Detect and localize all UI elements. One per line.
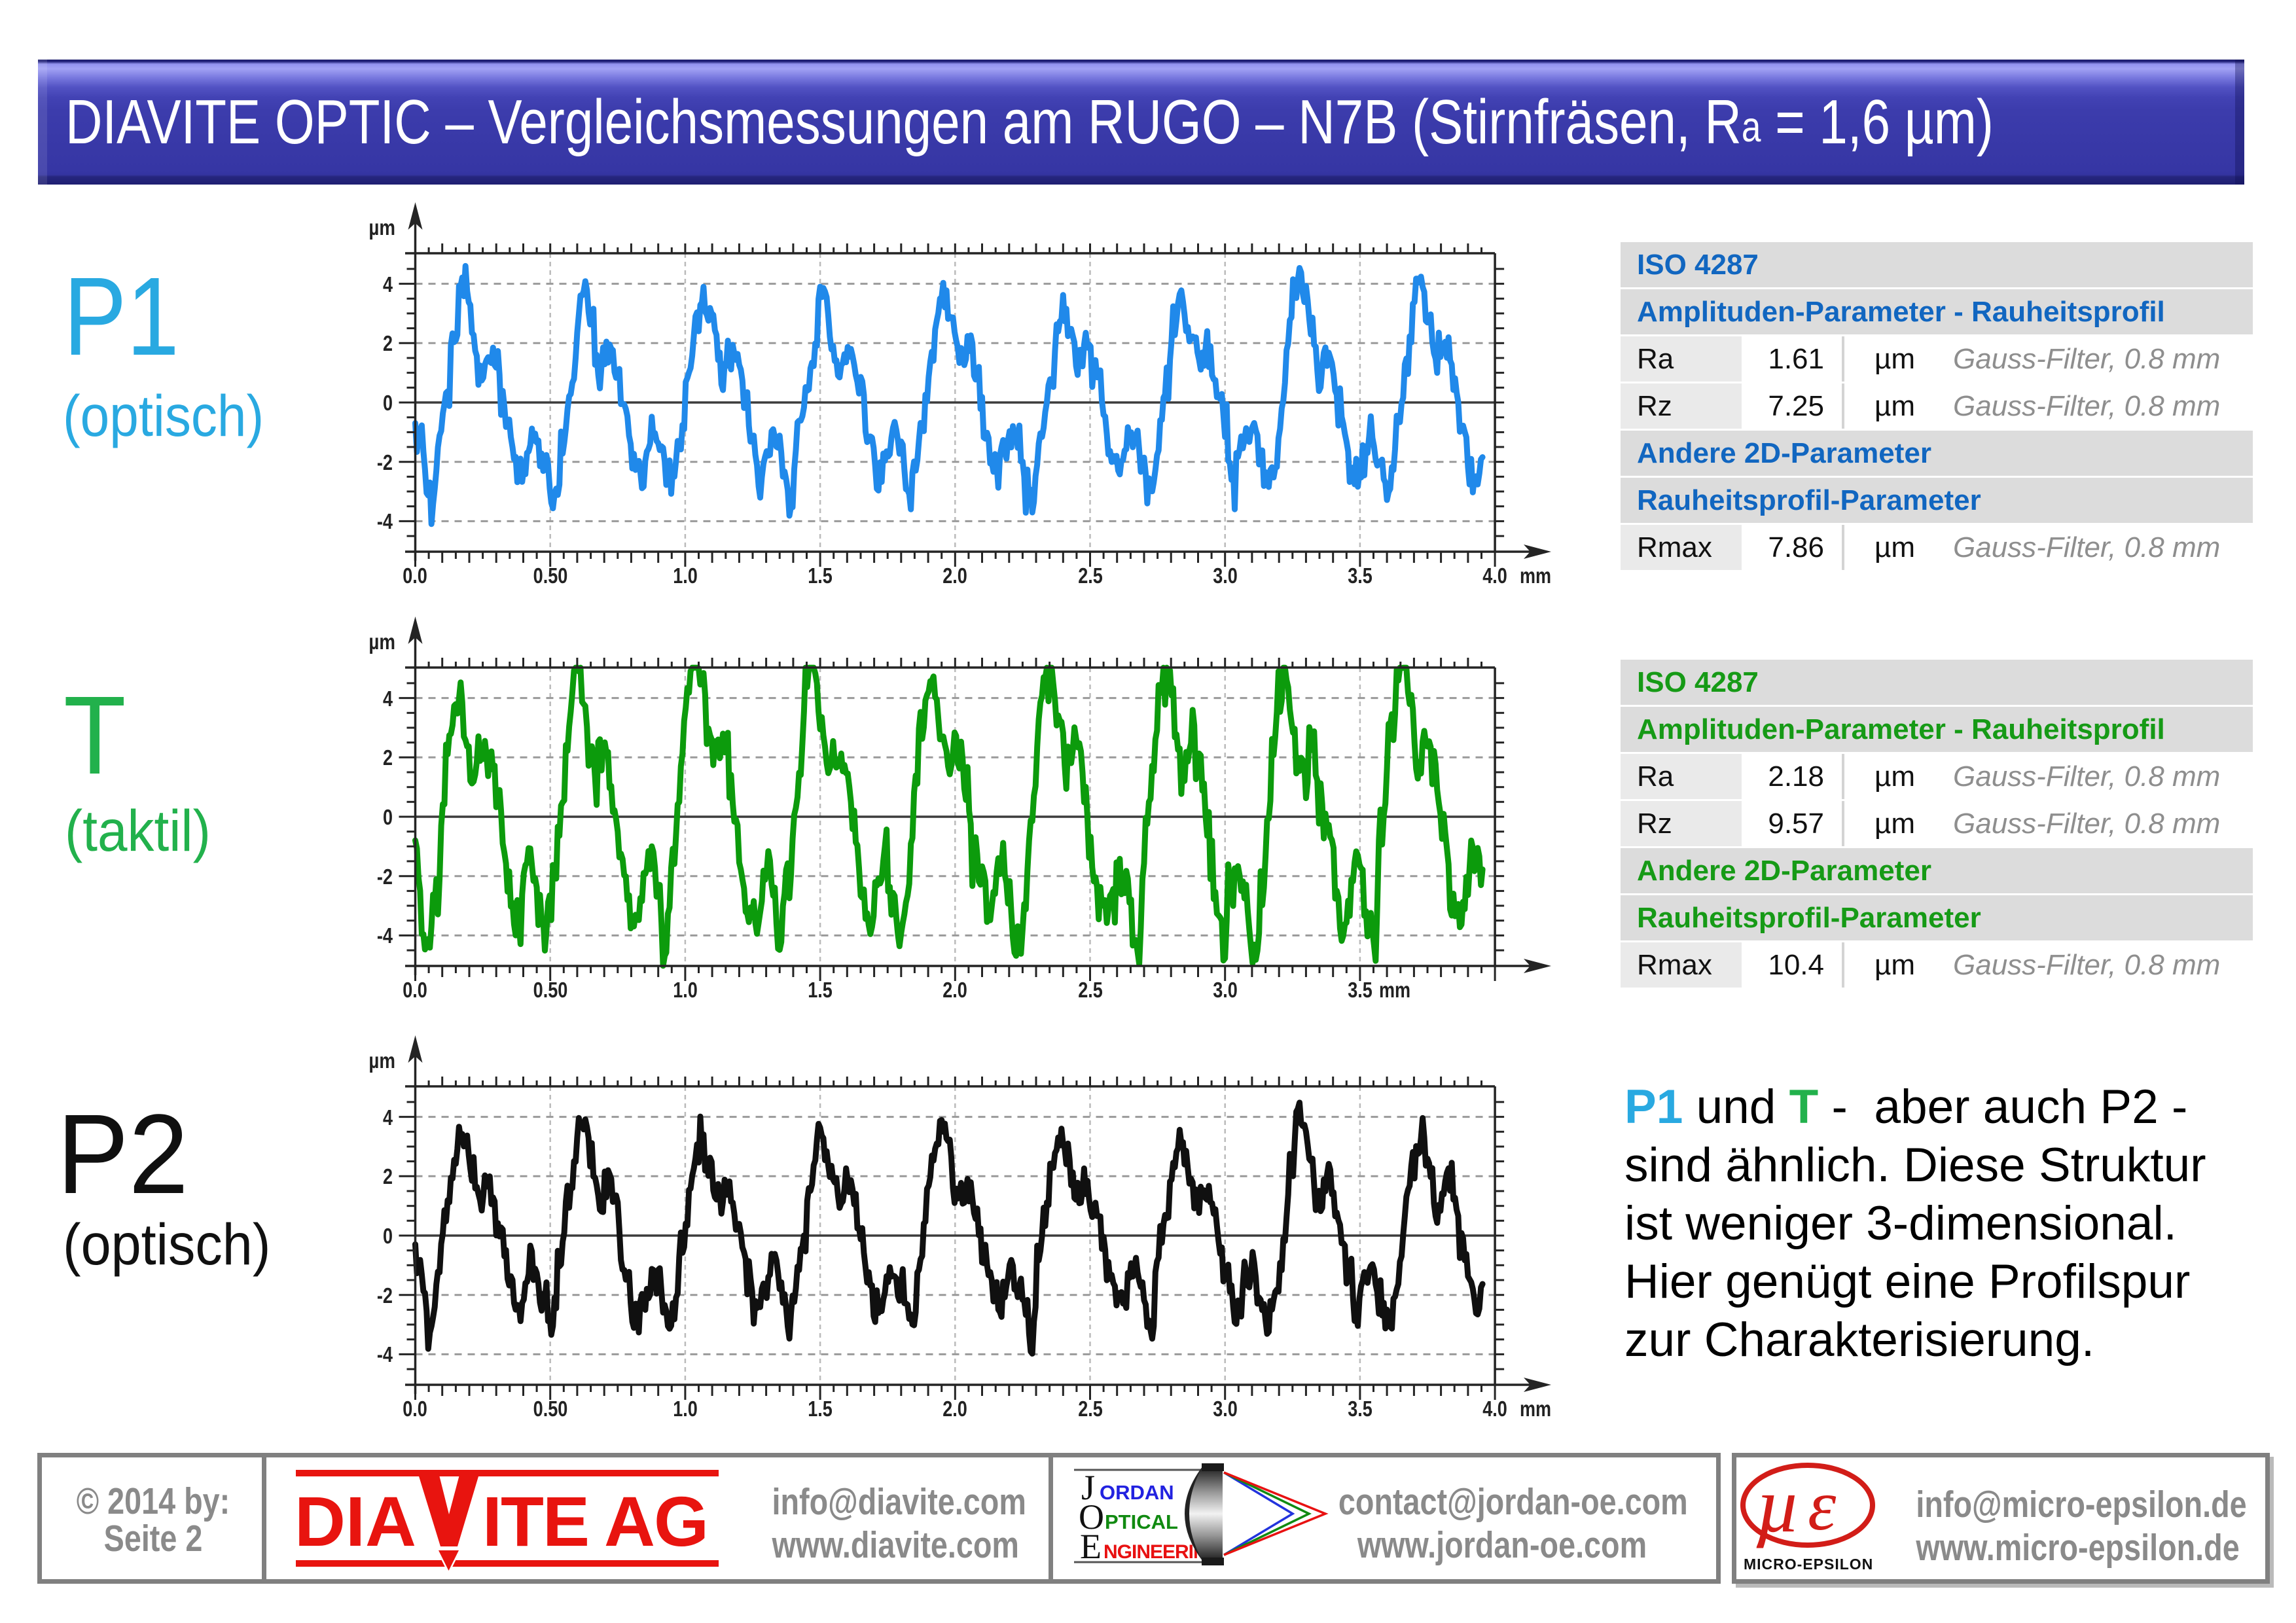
- svg-text:0: 0: [383, 1224, 393, 1248]
- svg-text:mm: mm: [1379, 978, 1410, 1002]
- svg-text:1.0: 1.0: [673, 563, 698, 588]
- svg-text:2.0: 2.0: [942, 563, 967, 588]
- svg-text:0.50: 0.50: [533, 563, 568, 588]
- svg-text:-2: -2: [377, 1283, 393, 1308]
- svg-text:4: 4: [383, 272, 393, 296]
- svg-text:mm: mm: [1520, 563, 1551, 588]
- svg-text:2: 2: [383, 331, 393, 355]
- svg-text:2.5: 2.5: [1078, 1397, 1103, 1421]
- svg-text:-4: -4: [377, 923, 393, 948]
- svg-text:0.50: 0.50: [533, 978, 568, 1002]
- svg-text:3.5: 3.5: [1348, 563, 1372, 588]
- svg-text:-4: -4: [377, 509, 393, 533]
- svg-text:1.0: 1.0: [673, 978, 698, 1002]
- svg-text:3.0: 3.0: [1213, 1397, 1238, 1421]
- svg-text:-4: -4: [377, 1342, 393, 1366]
- svg-text:1.0: 1.0: [673, 1397, 698, 1421]
- svg-text:0.50: 0.50: [533, 1397, 568, 1421]
- svg-text:2.0: 2.0: [942, 978, 967, 1002]
- svg-text:0: 0: [383, 391, 393, 415]
- svg-text:2: 2: [383, 745, 393, 770]
- svg-text:3.0: 3.0: [1213, 563, 1238, 588]
- svg-text:3.5: 3.5: [1348, 978, 1372, 1002]
- svg-text:µm: µm: [368, 215, 395, 240]
- svg-text:1.5: 1.5: [808, 978, 833, 1002]
- svg-text:1.5: 1.5: [808, 1397, 833, 1421]
- svg-text:3.5: 3.5: [1348, 1397, 1372, 1421]
- svg-text:0.0: 0.0: [403, 563, 427, 588]
- svg-text:-2: -2: [377, 450, 393, 474]
- svg-text:mm: mm: [1520, 1397, 1551, 1421]
- svg-text:-2: -2: [377, 865, 393, 889]
- svg-text:2.5: 2.5: [1078, 563, 1103, 588]
- svg-text:0.0: 0.0: [403, 1397, 427, 1421]
- svg-text:4.0: 4.0: [1482, 1397, 1507, 1421]
- svg-text:2.0: 2.0: [942, 1397, 967, 1421]
- svg-text:µm: µm: [368, 1048, 395, 1073]
- svg-text:4: 4: [383, 687, 393, 711]
- svg-text:4.0: 4.0: [1482, 563, 1507, 588]
- svg-text:4: 4: [383, 1105, 393, 1130]
- svg-text:3.0: 3.0: [1213, 978, 1238, 1002]
- svg-text:1.5: 1.5: [808, 563, 833, 588]
- svg-text:0.0: 0.0: [403, 978, 427, 1002]
- svg-text:0: 0: [383, 805, 393, 829]
- svg-text:µm: µm: [368, 630, 395, 654]
- svg-text:2: 2: [383, 1164, 393, 1188]
- svg-text:2.5: 2.5: [1078, 978, 1103, 1002]
